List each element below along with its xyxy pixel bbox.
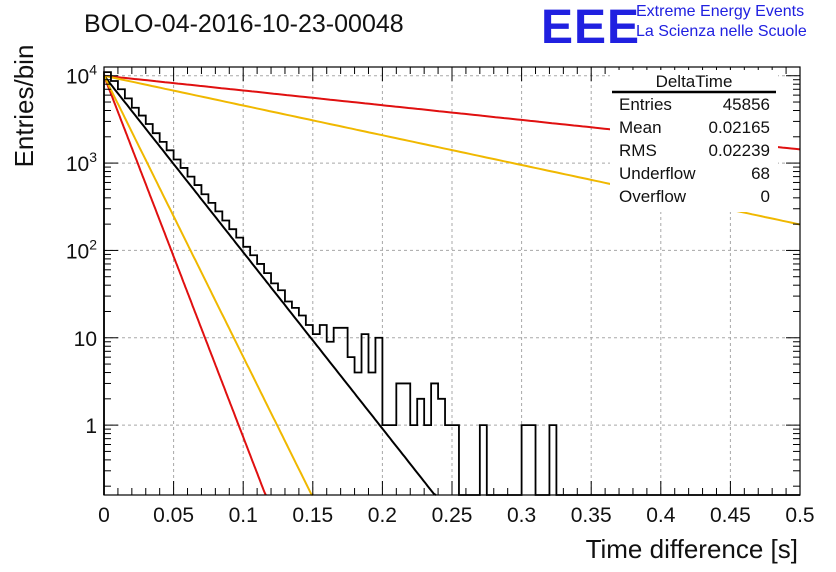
x-tick-label-2: 0.1 xyxy=(229,504,258,527)
x-axis-title: Time difference [s] xyxy=(586,534,798,564)
x-tick-label-8: 0.4 xyxy=(646,504,676,527)
x-tick-label-1: 0.05 xyxy=(153,504,194,527)
y-tick-labels: 1 10 102 103 104 xyxy=(66,62,97,438)
logo-line-1: Extreme Energy Events xyxy=(636,3,805,20)
stats-label-overflow: Overflow xyxy=(619,187,687,206)
stats-value-mean: 0.02165 xyxy=(709,118,770,137)
x-tick-label-10: 0.5 xyxy=(785,504,814,527)
axis-ticks xyxy=(103,67,801,495)
x-tick-label-3: 0.15 xyxy=(292,504,333,527)
stats-value-underflow: 68 xyxy=(751,164,770,183)
y-tick-label-4: 104 xyxy=(66,62,97,89)
y-tick-label-1: 10 xyxy=(74,328,97,351)
stats-value-rms: 0.02239 xyxy=(709,141,770,160)
stats-value-entries: 45856 xyxy=(723,95,770,114)
x-tick-label-9: 0.45 xyxy=(710,504,751,527)
x-tick-label-7: 0.35 xyxy=(571,504,612,527)
x-tick-labels: 0 0.05 0.1 0.15 0.2 0.25 0.3 0.35 0.4 0.45 0.5 xyxy=(98,504,814,527)
stats-value-overflow: 0 xyxy=(761,187,770,206)
stats-label-underflow: Underflow xyxy=(619,164,696,183)
y-tick-label-3: 103 xyxy=(66,149,97,176)
curve-fit xyxy=(103,75,437,496)
curve-fast-red xyxy=(103,75,267,496)
x-tick-label-0: 0 xyxy=(98,504,110,527)
stats-label-entries: Entries xyxy=(619,95,672,114)
curve-fast-yellow xyxy=(103,75,314,496)
stats-title: DeltaTime xyxy=(656,72,733,91)
logo-line-2: La Scienza nelle Scuole xyxy=(636,23,807,40)
stats-label-mean: Mean xyxy=(619,118,662,137)
stats-label-rms: RMS xyxy=(619,141,657,160)
chart-title: BOLO-04-2016-10-23-00048 xyxy=(84,10,404,38)
x-tick-label-4: 0.2 xyxy=(368,504,397,527)
y-tick-label-2: 102 xyxy=(66,236,97,263)
stats-box: DeltaTime Entries 45856 Mean 0.02165 RMS… xyxy=(610,70,778,212)
y-tick-label-0: 1 xyxy=(85,415,97,438)
y-axis-title: Entries/bin xyxy=(9,45,39,168)
eee-logo: EEE xyxy=(541,1,641,54)
x-tick-label-5: 0.25 xyxy=(432,504,473,527)
x-tick-label-6: 0.3 xyxy=(507,504,536,527)
